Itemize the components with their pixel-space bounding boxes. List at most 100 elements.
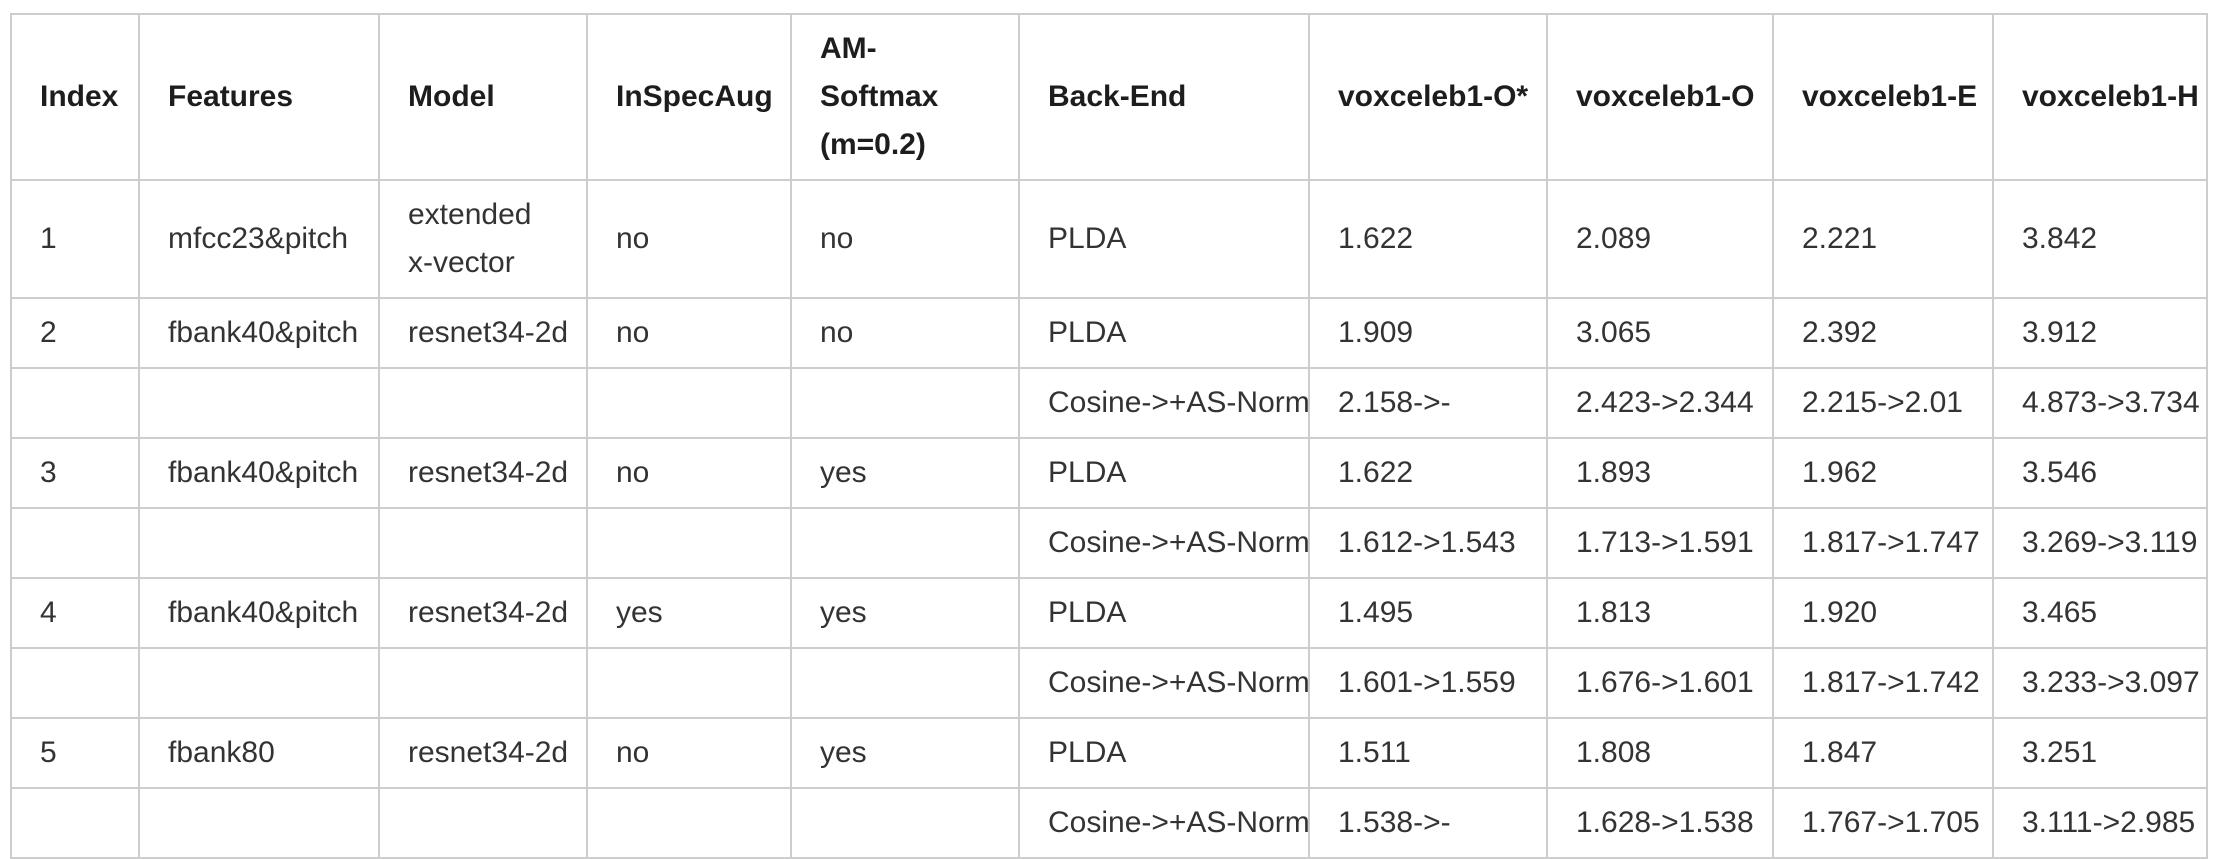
table-cell: 1.817->1.742 <box>1772 647 1994 719</box>
table-cell <box>10 787 140 859</box>
table-cell: yes <box>790 577 1020 649</box>
table-cell: PLDA <box>1018 297 1310 369</box>
table-cell: 2.215->2.01 <box>1772 367 1994 439</box>
table-cell: no <box>790 297 1020 369</box>
column-header-voxceleb1-o-star: voxceleb1-O* <box>1308 13 1548 181</box>
table-cell: resnet34-2d <box>378 297 588 369</box>
table-row: Cosine->+AS-Norm 1.612->1.543 1.713->1.5… <box>10 507 2208 579</box>
table-cell: 2.158->- <box>1308 367 1548 439</box>
table-cell: Cosine->+AS-Norm <box>1018 507 1310 579</box>
table-cell: 1.511 <box>1308 717 1548 789</box>
table-cell: yes <box>586 577 792 649</box>
table-row: 5 fbank80 resnet34-2d no yes PLDA 1.511 … <box>10 717 2208 789</box>
table-cell: 3.269->3.119 <box>1992 507 2208 579</box>
table-cell: PLDA <box>1018 179 1310 299</box>
table-cell: 1.538->- <box>1308 787 1548 859</box>
column-header-am-softmax: AM-Softmax (m=0.2) <box>790 13 1020 181</box>
column-header-inspecaug: InSpecAug <box>586 13 792 181</box>
table-cell: 2.089 <box>1546 179 1774 299</box>
table-cell: fbank80 <box>138 717 380 789</box>
table-cell: 1.612->1.543 <box>1308 507 1548 579</box>
table-cell <box>138 507 380 579</box>
table-cell <box>790 647 1020 719</box>
table-row: 4 fbank40&pitch resnet34-2d yes yes PLDA… <box>10 577 2208 649</box>
column-header-index: Index <box>10 13 140 181</box>
table-cell <box>10 507 140 579</box>
table-cell <box>138 367 380 439</box>
table-cell: 1.676->1.601 <box>1546 647 1774 719</box>
table-cell: 1.767->1.705 <box>1772 787 1994 859</box>
table-cell: 3.546 <box>1992 437 2208 509</box>
table-cell: 1.817->1.747 <box>1772 507 1994 579</box>
table-cell: 1.628->1.538 <box>1546 787 1774 859</box>
table-cell <box>138 647 380 719</box>
table-cell: 3.065 <box>1546 297 1774 369</box>
table-cell <box>378 647 588 719</box>
table-cell: 2.221 <box>1772 179 1994 299</box>
table-cell <box>10 647 140 719</box>
table-cell: resnet34-2d <box>378 577 588 649</box>
table-cell: 1.847 <box>1772 717 1994 789</box>
table-cell: no <box>586 179 792 299</box>
table-cell: 3 <box>10 437 140 509</box>
column-header-back-end: Back-End <box>1018 13 1310 181</box>
table-cell <box>586 367 792 439</box>
table-cell: 1.622 <box>1308 179 1548 299</box>
table-cell: 3.912 <box>1992 297 2208 369</box>
table-cell <box>10 367 140 439</box>
table-cell: Cosine->+AS-Norm <box>1018 647 1310 719</box>
table-cell: no <box>586 717 792 789</box>
table-cell <box>378 367 588 439</box>
table-cell: Cosine->+AS-Norm <box>1018 367 1310 439</box>
table-cell: Cosine->+AS-Norm <box>1018 787 1310 859</box>
table-cell: 3.465 <box>1992 577 2208 649</box>
header-row: Index Features Model InSpecAug AM-Softma… <box>10 13 2208 181</box>
table-cell: 1.495 <box>1308 577 1548 649</box>
table-cell: mfcc23&pitch <box>138 179 380 299</box>
table-cell: 2 <box>10 297 140 369</box>
table-cell: 4.873->3.734 <box>1992 367 2208 439</box>
table-cell: PLDA <box>1018 717 1310 789</box>
table-cell: no <box>790 179 1020 299</box>
table-cell: PLDA <box>1018 577 1310 649</box>
table-cell: 3.233->3.097 <box>1992 647 2208 719</box>
table-cell <box>586 787 792 859</box>
table-cell <box>586 507 792 579</box>
table-row: Cosine->+AS-Norm 1.538->- 1.628->1.538 1… <box>10 787 2208 859</box>
table-cell: 2.392 <box>1772 297 1994 369</box>
table-cell: 1.893 <box>1546 437 1774 509</box>
table-cell <box>378 507 588 579</box>
table-cell <box>138 787 380 859</box>
table-row: 1 mfcc23&pitch extended x-vector no no P… <box>10 179 2208 299</box>
table-cell <box>586 647 792 719</box>
table-cell: 1.962 <box>1772 437 1994 509</box>
table-cell: resnet34-2d <box>378 437 588 509</box>
table-cell: fbank40&pitch <box>138 297 380 369</box>
table-cell: 1.920 <box>1772 577 1994 649</box>
column-header-features: Features <box>138 13 380 181</box>
table-cell: 1 <box>10 179 140 299</box>
column-header-voxceleb1-e: voxceleb1-E <box>1772 13 1994 181</box>
column-header-voxceleb1-h: voxceleb1-H <box>1992 13 2208 181</box>
table-cell: PLDA <box>1018 437 1310 509</box>
table-cell: 1.808 <box>1546 717 1774 789</box>
table-cell: 2.423->2.344 <box>1546 367 1774 439</box>
table-cell: no <box>586 297 792 369</box>
table-cell <box>378 787 588 859</box>
table-cell: yes <box>790 437 1020 509</box>
table-cell: fbank40&pitch <box>138 577 380 649</box>
table-cell: 3.842 <box>1992 179 2208 299</box>
table-row: 3 fbank40&pitch resnet34-2d no yes PLDA … <box>10 437 2208 509</box>
table-cell: 1.713->1.591 <box>1546 507 1774 579</box>
column-header-voxceleb1-o: voxceleb1-O <box>1546 13 1774 181</box>
table-cell: 3.111->2.985 <box>1992 787 2208 859</box>
table-cell: 5 <box>10 717 140 789</box>
column-header-model: Model <box>378 13 588 181</box>
table-cell: extended x-vector <box>378 179 588 299</box>
table-cell: 1.622 <box>1308 437 1548 509</box>
table-cell: fbank40&pitch <box>138 437 380 509</box>
table-cell: 1.813 <box>1546 577 1774 649</box>
table-cell: resnet34-2d <box>378 717 588 789</box>
speaker-verification-results-table: Index Features Model InSpecAug AM-Softma… <box>10 13 2208 859</box>
table-cell: no <box>586 437 792 509</box>
